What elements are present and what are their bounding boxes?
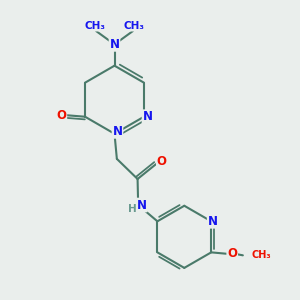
Text: O: O (227, 247, 237, 260)
Text: N: N (137, 199, 147, 212)
Text: O: O (56, 109, 66, 122)
Text: O: O (157, 155, 167, 168)
Text: N: N (110, 38, 119, 51)
Text: N: N (112, 125, 122, 138)
Text: H: H (128, 204, 137, 214)
Text: CH₃: CH₃ (84, 21, 105, 31)
Text: N: N (142, 110, 152, 123)
Text: N: N (208, 215, 218, 228)
Text: CH₃: CH₃ (124, 21, 145, 31)
Text: CH₃: CH₃ (251, 250, 271, 260)
